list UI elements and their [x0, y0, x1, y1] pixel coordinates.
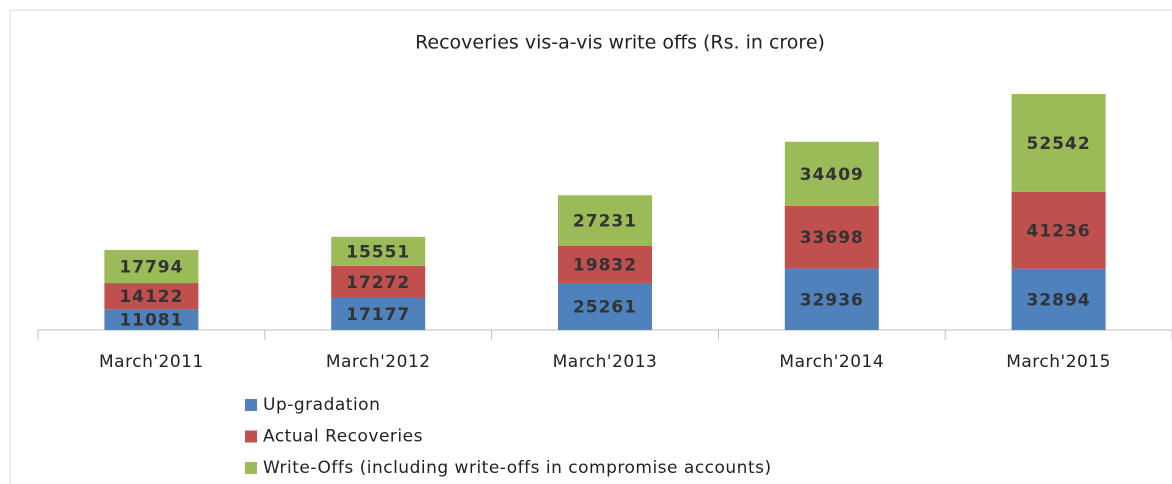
bar-segment: [331, 265, 426, 298]
x-tick-label: March'2011: [99, 352, 204, 372]
bar-segment: [104, 249, 199, 284]
data-label: 14122: [119, 287, 183, 307]
data-label: 11081: [119, 311, 183, 331]
legend-label: Actual Recoveries: [263, 427, 423, 447]
bar-segment: [1011, 94, 1106, 192]
data-label: 17272: [346, 273, 410, 293]
data-label: 25261: [573, 297, 637, 317]
bar-segment: [784, 141, 879, 206]
bar-segment: [558, 245, 652, 283]
legend-label: Write-Offs (including write-offs in comp…: [263, 458, 772, 478]
x-tick-label: March'2015: [1006, 352, 1111, 372]
legend-label: Up-gradation: [263, 395, 380, 415]
data-label: 19832: [573, 255, 637, 275]
chart-frame: [9, 9, 1172, 484]
data-label: 32936: [800, 290, 864, 310]
bar-segment: [784, 268, 879, 330]
bar-segment: [331, 297, 426, 330]
x-tick-label: March'2013: [553, 352, 658, 372]
data-label: 41236: [1027, 221, 1091, 241]
data-label: 17177: [346, 305, 410, 325]
bar-segment: [558, 282, 652, 330]
bar-segment: [1011, 191, 1106, 269]
x-tick-label: March'2012: [326, 352, 431, 372]
chart-title: Recoveries vis-a-vis write offs (Rs. in …: [415, 32, 825, 54]
bar-segment: [784, 205, 879, 269]
data-label: 52542: [1027, 134, 1091, 154]
data-label: 32894: [1027, 290, 1091, 310]
data-label: 34409: [800, 165, 864, 185]
bar-segment: [104, 283, 199, 310]
legend-swatch: [245, 430, 257, 443]
bar-segment: [331, 236, 426, 266]
data-label: 27231: [573, 212, 637, 232]
bar-segment: [1011, 268, 1106, 330]
bar-segment: [558, 195, 652, 246]
legend-swatch: [245, 462, 257, 474]
data-label: 33698: [800, 228, 864, 248]
data-label: 17794: [119, 257, 183, 277]
bar-segment: [104, 309, 199, 330]
legend-swatch: [245, 399, 257, 411]
data-label: 15551: [346, 242, 410, 262]
x-tick-label: March'2014: [779, 352, 884, 372]
